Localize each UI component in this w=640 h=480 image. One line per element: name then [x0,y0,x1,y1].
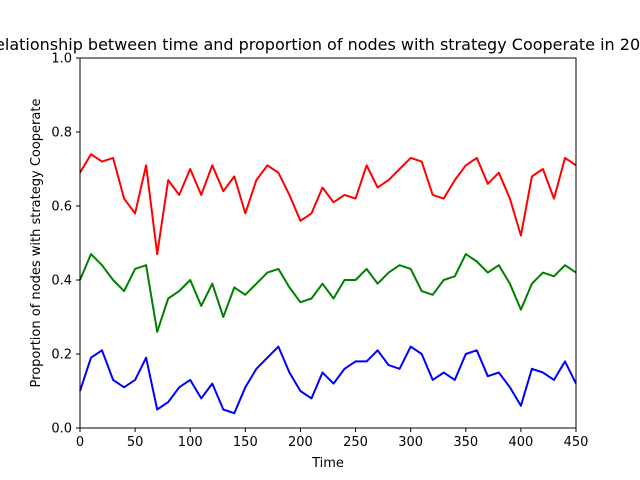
x-tick-label: 250 [343,435,368,450]
series-line-2 [79,253,577,333]
series-layer [79,153,577,415]
y-tick-label: 0.6 [51,200,72,215]
x-tick-label: 350 [453,435,478,450]
y-tick-label: 0.4 [51,274,72,289]
series-line-3 [79,345,577,415]
chart-title: Relationship between time and proportion… [0,35,640,54]
x-axis-title: Time [311,456,344,471]
x-tick-label: 0 [76,435,84,450]
x-tick-label: 200 [288,435,313,450]
x-tick-label: 400 [508,435,533,450]
series-line-1 [79,153,577,256]
y-tick-label: 0.8 [51,126,72,141]
ticks-layer: 0 50 100 150 200 250 300 350 400 450 0.0 0.2 0.4 0.6 0… [51,52,588,451]
y-tick-label: 0.0 [51,422,72,437]
plot-frame [79,57,577,429]
y-tick-label: 0.2 [51,348,72,363]
y-axis-title: Proportion of nodes with strategy Cooper… [29,99,44,388]
x-tick-label: 450 [564,435,589,450]
x-tick-label: 150 [233,435,258,450]
x-tick-label: 50 [127,435,144,450]
x-tick-label: 300 [398,435,423,450]
x-tick-label: 100 [178,435,203,450]
y-tick-label: 1.0 [51,52,72,67]
